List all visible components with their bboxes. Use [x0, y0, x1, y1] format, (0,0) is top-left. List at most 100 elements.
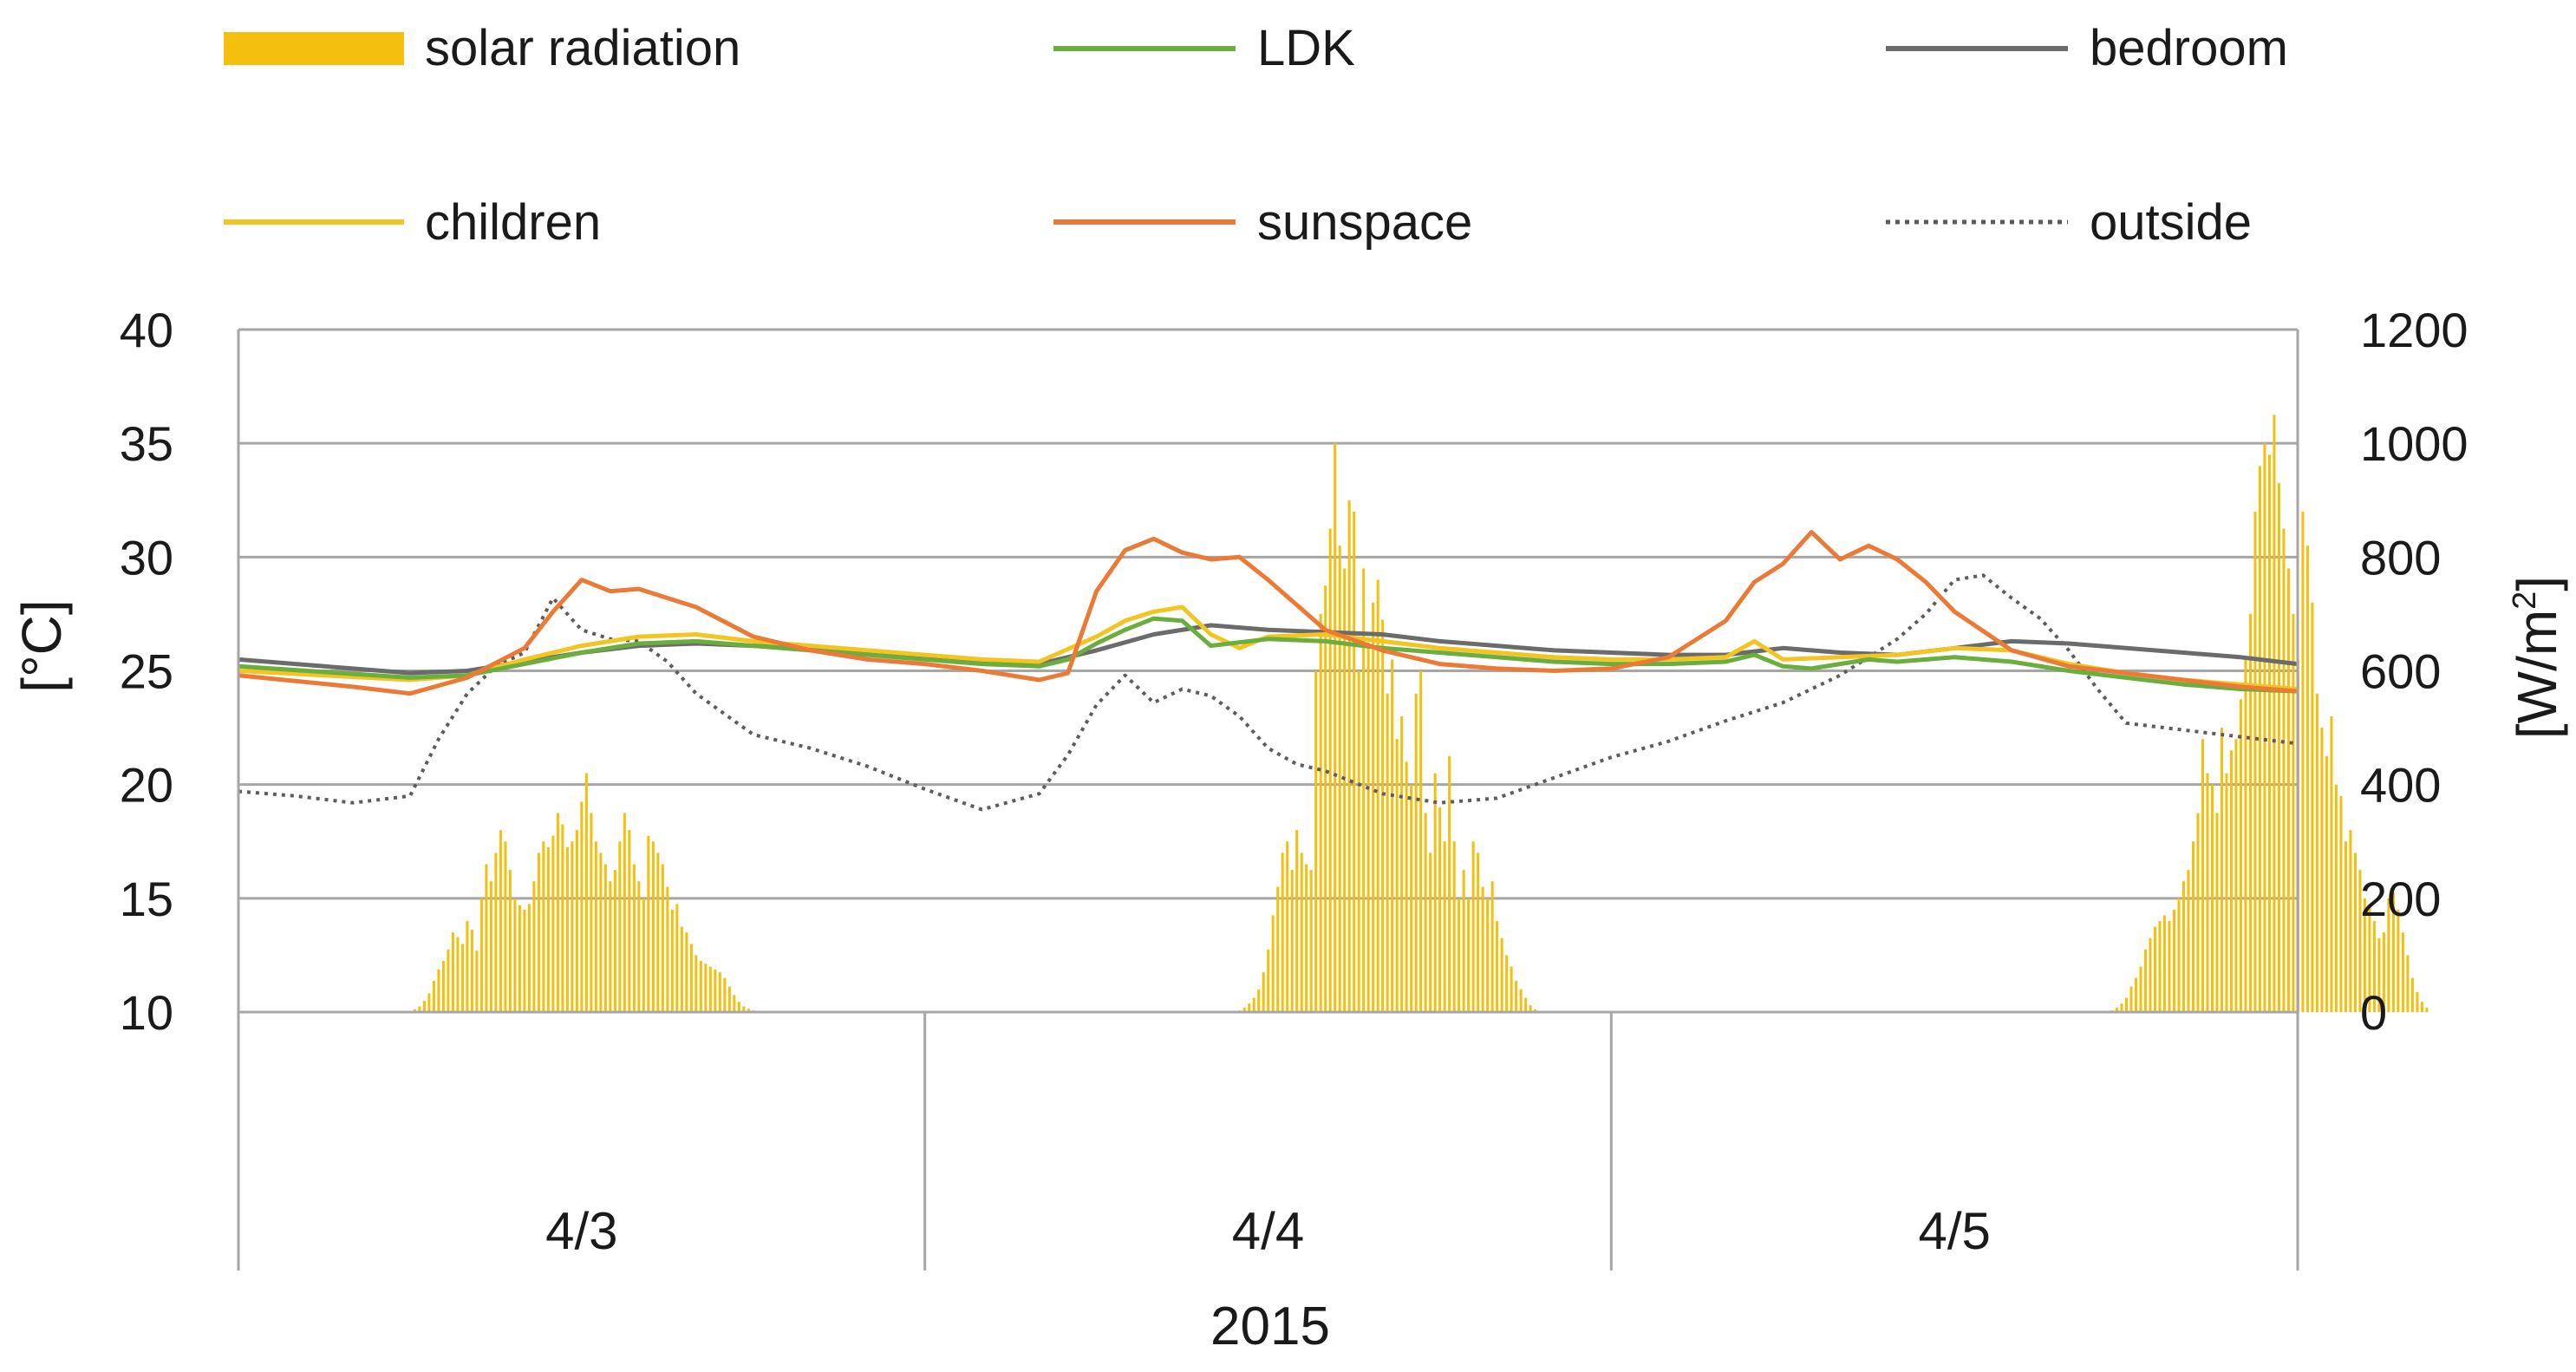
solar-bar	[733, 995, 736, 1012]
solar-bar	[1519, 989, 1523, 1012]
solar-bar	[2410, 977, 2414, 1012]
solar-bar	[747, 1009, 750, 1012]
solar-bar	[1334, 443, 1337, 1013]
solar-bar	[2363, 898, 2366, 1012]
legend-label-children: children	[425, 194, 601, 251]
solar-bar	[661, 864, 664, 1012]
solar-bar	[1443, 841, 1446, 1012]
solar-bar	[2206, 773, 2209, 1012]
right-tick-label: 1000	[2360, 416, 2468, 471]
solar-bar	[1424, 813, 1427, 1012]
solar-bar	[1471, 841, 1475, 1012]
solar-bar	[1467, 898, 1471, 1012]
solar-bar	[1347, 500, 1351, 1012]
solar-bar	[508, 870, 512, 1012]
solar-bar	[2124, 997, 2128, 1012]
solar-bar	[556, 813, 559, 1012]
solar-bar	[551, 835, 555, 1012]
solar-bar	[613, 870, 616, 1012]
solar-bar	[590, 813, 593, 1012]
solar-bar	[2349, 830, 2352, 1012]
solar-bar	[1505, 955, 1509, 1012]
solar-bar	[609, 881, 612, 1012]
solar-bar	[651, 841, 655, 1012]
series-line-outside	[238, 573, 2299, 812]
left-tick-label: 40	[120, 303, 173, 357]
solar-bar	[675, 904, 679, 1012]
solar-bar	[2334, 784, 2338, 1012]
solar-bar	[2187, 870, 2190, 1012]
solar-bar	[427, 993, 431, 1012]
solar-bar	[1524, 997, 1528, 1012]
solar-bar	[1305, 864, 1308, 1012]
solar-bar	[1410, 784, 1413, 1012]
legend-label-solar-radiation: solar radiation	[425, 20, 740, 76]
solar-bar	[1300, 853, 1303, 1012]
solar-bar	[466, 921, 469, 1012]
solar-bar	[2181, 881, 2185, 1012]
solar-bar	[2397, 909, 2400, 1012]
solar-bar	[584, 773, 588, 1012]
solar-bar	[1328, 528, 1332, 1012]
solar-bar	[1433, 773, 1437, 1012]
solar-bar	[2377, 938, 2381, 1012]
solar-bar	[618, 841, 622, 1012]
solar-bar	[2201, 739, 2204, 1012]
solar-bar	[1343, 568, 1347, 1012]
solar-bar	[599, 853, 603, 1012]
solar-bar	[714, 969, 717, 1012]
solar-bar	[580, 801, 584, 1012]
legend-swatch-solar-radiation	[224, 32, 404, 65]
solar-bar	[2358, 870, 2362, 1012]
x-axis-title: 2015	[1210, 1297, 1330, 1356]
category-label: 4/5	[1918, 1202, 1990, 1260]
solar-bar	[413, 1009, 416, 1012]
solar-radiation-bars	[408, 415, 2429, 1013]
temperature-lines	[238, 530, 2299, 812]
category-label: 4/3	[545, 1202, 617, 1260]
solar-bar	[680, 926, 683, 1012]
solar-bar	[2196, 813, 2200, 1012]
solar-bar	[2368, 904, 2371, 1012]
solar-bar	[1405, 761, 1408, 1012]
solar-bar	[1372, 602, 1375, 1012]
solar-bar	[603, 864, 607, 1012]
right-tick-label: 1200	[2360, 303, 2468, 357]
solar-bar	[2143, 949, 2147, 1012]
solar-bar	[704, 964, 708, 1012]
solar-bar	[489, 881, 492, 1012]
solar-bar	[2149, 938, 2152, 1012]
solar-bar	[1353, 511, 1356, 1012]
solar-bar	[1281, 853, 1284, 1012]
solar-bar	[647, 835, 650, 1012]
solar-bar	[656, 853, 660, 1012]
solar-bar	[561, 824, 564, 1012]
solar-bar	[460, 944, 464, 1012]
solar-bar	[2344, 841, 2347, 1012]
left-tick-label: 35	[120, 416, 173, 471]
legend-label-sunspace: sunspace	[1257, 194, 1472, 251]
solar-bar	[418, 1006, 421, 1012]
solar-bar	[2210, 784, 2214, 1012]
solar-bar	[470, 929, 473, 1012]
solar-bar	[2234, 739, 2238, 1012]
legend-label-outside: outside	[2090, 194, 2252, 251]
solar-bar	[666, 886, 669, 1012]
solar-bar	[565, 846, 569, 1012]
solar-bar	[1242, 1007, 1246, 1012]
solar-bar	[1248, 1003, 1251, 1012]
solar-bar	[1276, 886, 1280, 1012]
solar-bar	[441, 960, 445, 1012]
solar-bar	[1314, 670, 1318, 1012]
solar-bar	[437, 969, 440, 1012]
solar-bar	[499, 830, 502, 1012]
solar-bar	[2416, 992, 2419, 1012]
solar-bar	[708, 966, 712, 1012]
solar-bar	[2248, 613, 2252, 1012]
legend-label-bedroom: bedroom	[2090, 20, 2288, 76]
solar-bar	[1429, 853, 1432, 1012]
solar-bar	[2339, 795, 2343, 1012]
solar-bar	[1515, 980, 1518, 1012]
solar-bar	[1496, 921, 1499, 1012]
